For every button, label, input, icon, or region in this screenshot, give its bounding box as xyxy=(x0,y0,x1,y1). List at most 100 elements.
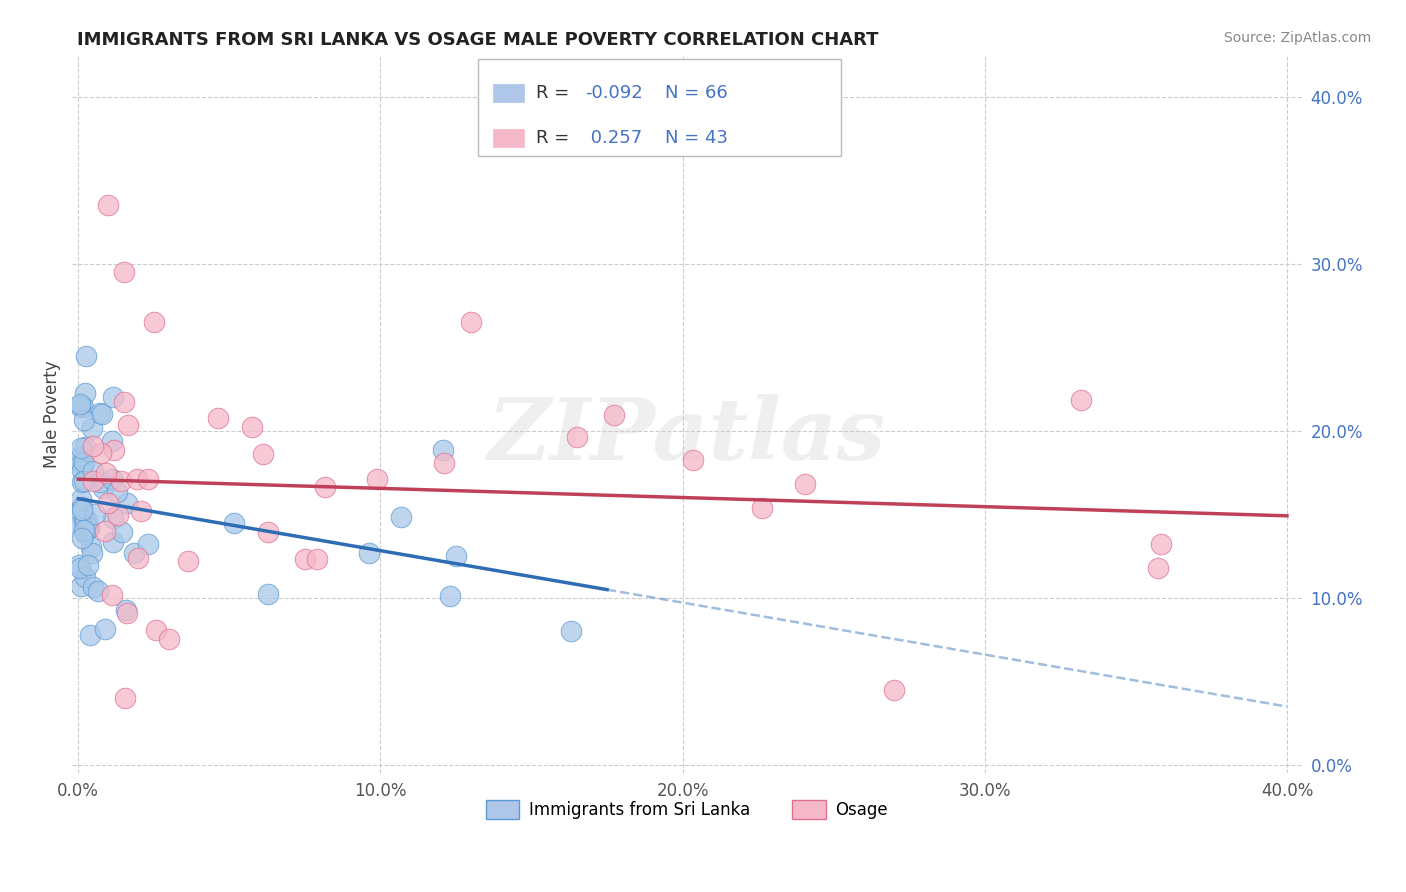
Point xyxy=(101,511,124,525)
Point xyxy=(83,507,105,521)
Point xyxy=(76,513,98,527)
Point xyxy=(222,516,245,530)
Point xyxy=(177,554,200,568)
Point xyxy=(433,456,456,470)
Point xyxy=(136,472,159,486)
Point xyxy=(77,520,100,534)
Point xyxy=(389,509,412,524)
Point xyxy=(77,558,100,573)
Text: R =: R = xyxy=(536,129,575,147)
Point xyxy=(70,503,93,517)
Point xyxy=(89,406,111,420)
Point xyxy=(70,492,93,507)
Point xyxy=(70,442,93,456)
Point xyxy=(112,265,135,279)
Point xyxy=(115,603,138,617)
Point xyxy=(82,580,104,594)
Text: ZIPatlas: ZIPatlas xyxy=(488,394,886,477)
Point xyxy=(157,632,180,647)
Point xyxy=(80,541,103,555)
Point xyxy=(69,456,91,470)
Point xyxy=(883,682,905,697)
Point xyxy=(257,587,280,601)
Point xyxy=(207,411,229,425)
Point xyxy=(115,496,138,510)
Point xyxy=(117,418,139,433)
Point xyxy=(294,551,316,566)
Point xyxy=(439,589,461,603)
Point xyxy=(77,521,100,535)
Point xyxy=(67,558,90,573)
Point xyxy=(70,531,93,545)
Point xyxy=(97,496,120,510)
Point xyxy=(82,439,104,453)
Point xyxy=(94,622,117,636)
Point xyxy=(69,561,91,575)
Point xyxy=(69,399,91,413)
Point xyxy=(103,442,125,457)
Point xyxy=(432,442,454,457)
Point xyxy=(107,508,129,523)
Point xyxy=(72,400,94,414)
Point xyxy=(252,448,274,462)
Point xyxy=(101,390,124,404)
Point xyxy=(97,198,120,212)
Point xyxy=(73,513,96,527)
Point xyxy=(127,551,149,566)
Point xyxy=(1146,560,1168,574)
Legend: Immigrants from Sri Lanka, Osage: Immigrants from Sri Lanka, Osage xyxy=(479,794,894,826)
Point xyxy=(366,472,388,486)
Point xyxy=(110,474,132,488)
Point xyxy=(94,524,117,538)
Point xyxy=(1150,537,1173,551)
Point xyxy=(145,623,167,637)
Text: N = 66: N = 66 xyxy=(665,84,728,102)
Point xyxy=(69,397,91,411)
Point xyxy=(111,525,134,540)
Point xyxy=(80,421,103,435)
Point xyxy=(101,434,124,448)
Point xyxy=(359,546,381,560)
Point xyxy=(101,472,124,486)
Point xyxy=(79,628,101,642)
Point xyxy=(70,579,93,593)
Point xyxy=(256,525,278,540)
Point xyxy=(67,517,90,532)
Point xyxy=(112,394,135,409)
Point xyxy=(80,546,103,560)
Point xyxy=(73,474,96,488)
FancyBboxPatch shape xyxy=(478,59,841,156)
Point xyxy=(560,624,582,638)
Point xyxy=(460,315,482,329)
Point xyxy=(105,485,128,500)
Point xyxy=(90,446,112,460)
Point xyxy=(794,476,817,491)
Point xyxy=(567,430,589,444)
Point xyxy=(91,481,114,495)
Point xyxy=(125,472,148,486)
Point xyxy=(73,523,96,537)
Point xyxy=(90,408,112,422)
Point xyxy=(73,525,96,540)
Point xyxy=(75,386,97,401)
Point xyxy=(444,549,467,564)
Point xyxy=(96,466,118,480)
Point xyxy=(682,453,704,467)
Point xyxy=(1070,393,1092,408)
Point xyxy=(142,315,165,329)
Point xyxy=(73,570,96,584)
Point xyxy=(100,588,122,602)
Point xyxy=(73,514,96,528)
Point xyxy=(67,505,90,519)
Y-axis label: Male Poverty: Male Poverty xyxy=(44,360,60,468)
Text: R =: R = xyxy=(536,84,575,102)
Point xyxy=(101,535,124,549)
Point xyxy=(131,504,153,518)
Point xyxy=(115,606,138,620)
Point xyxy=(114,691,136,706)
Point xyxy=(603,408,626,422)
FancyBboxPatch shape xyxy=(494,84,523,102)
Point xyxy=(72,475,94,489)
Point xyxy=(75,440,97,454)
Point xyxy=(305,552,328,566)
